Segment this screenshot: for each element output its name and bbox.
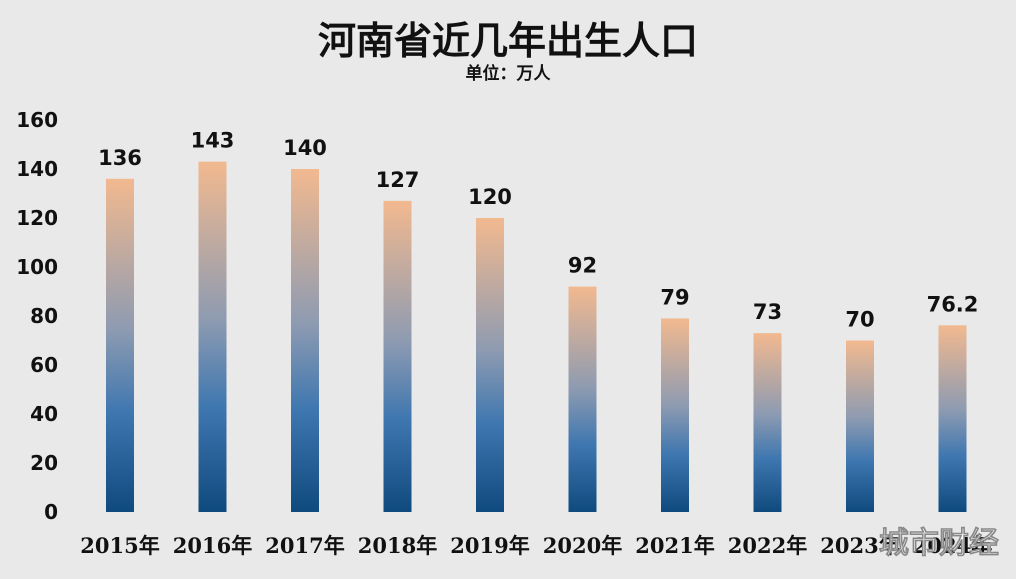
bar-2022年 — [753, 333, 782, 512]
data-label: 127 — [376, 168, 420, 192]
y-tick-label: 160 — [16, 108, 58, 132]
data-label: 92 — [568, 254, 597, 278]
y-tick-label: 80 — [30, 304, 58, 328]
data-labels: 136 143 140 127 120 92 79 73 70 76.2 — [98, 129, 978, 332]
x-tick-label: 2016年 — [173, 533, 252, 558]
data-label: 76.2 — [927, 292, 979, 316]
bars — [106, 161, 967, 513]
bar-2024年 — [938, 325, 967, 512]
bar-2015年 — [106, 178, 134, 513]
y-tick-label: 40 — [30, 402, 58, 426]
y-axis: 0 20 40 60 80 100 120 140 160 — [16, 108, 58, 524]
x-tick-label: 2017年 — [265, 533, 344, 558]
bar-2021年 — [661, 318, 689, 512]
y-tick-label: 140 — [16, 157, 58, 181]
chart-title: 河南省近几年出生人口 — [318, 19, 698, 63]
data-label: 136 — [98, 146, 142, 170]
data-label: 143 — [191, 129, 235, 153]
data-label: 70 — [845, 308, 874, 332]
bar-2019年 — [476, 218, 504, 512]
data-label: 73 — [753, 300, 782, 324]
y-tick-label: 100 — [16, 255, 58, 279]
data-label: 79 — [660, 285, 689, 309]
bar-2018年 — [383, 200, 412, 512]
x-tick-label: 2020年 — [543, 533, 622, 558]
y-tick-label: 0 — [44, 500, 58, 524]
x-tick-label: 2018年 — [358, 533, 437, 558]
chart-subtitle: 单位：万人 — [466, 63, 552, 84]
watermark-text: 城市财经 — [879, 526, 999, 561]
x-tick-label: 2019年 — [450, 533, 529, 558]
x-axis: 2015年 2016年 2017年 2018年 2019年 2020年 2021年 2022年… — [80, 533, 992, 558]
data-label: 140 — [283, 136, 327, 160]
y-tick-label: 120 — [16, 206, 58, 230]
data-label: 120 — [468, 185, 512, 209]
bar-2020年 — [568, 286, 597, 512]
x-tick-label: 2021年 — [635, 533, 714, 558]
bar-2017年 — [291, 169, 319, 512]
y-tick-label: 60 — [30, 353, 58, 377]
x-tick-label: 2023年 — [820, 533, 899, 558]
x-tick-label: 2022年 — [728, 533, 807, 558]
x-tick-label: 2015年 — [80, 533, 159, 558]
x-tick-label: 2024年 — [913, 533, 992, 558]
y-tick-label: 20 — [30, 451, 58, 475]
bar-2023年 — [846, 340, 874, 512]
bar-2016年 — [198, 161, 227, 512]
